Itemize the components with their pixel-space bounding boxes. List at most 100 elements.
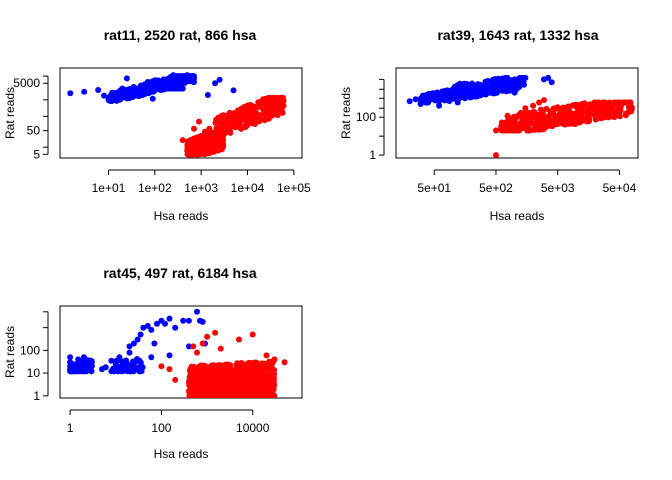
data-point bbox=[80, 361, 87, 368]
data-point bbox=[508, 120, 515, 127]
data-point bbox=[536, 99, 543, 106]
data-point bbox=[492, 86, 499, 93]
data-point bbox=[482, 78, 489, 85]
data-point bbox=[220, 386, 227, 393]
data-point bbox=[186, 388, 193, 395]
data-point bbox=[161, 84, 168, 91]
data-point bbox=[162, 320, 168, 327]
data-point bbox=[237, 387, 244, 394]
data-point bbox=[621, 99, 628, 106]
data-point bbox=[266, 358, 272, 365]
data-point bbox=[109, 96, 116, 103]
data-point bbox=[595, 113, 602, 120]
data-point bbox=[253, 381, 260, 388]
data-point bbox=[449, 95, 456, 102]
data-point bbox=[436, 98, 443, 105]
data-point bbox=[240, 113, 246, 120]
x-tick-label: 1e+05 bbox=[277, 181, 311, 195]
data-point bbox=[191, 146, 197, 153]
data-point bbox=[436, 102, 443, 109]
data-point bbox=[199, 318, 206, 325]
data-point bbox=[221, 368, 228, 375]
y-tick-label: 1 bbox=[33, 389, 40, 403]
data-point bbox=[244, 102, 251, 109]
data-point bbox=[220, 120, 227, 127]
data-point bbox=[493, 152, 499, 158]
data-point bbox=[130, 340, 137, 347]
data-point bbox=[487, 83, 493, 90]
data-point bbox=[204, 92, 211, 98]
data-point bbox=[528, 119, 535, 125]
data-point bbox=[180, 317, 187, 324]
series-rat bbox=[406, 74, 555, 109]
data-point bbox=[165, 76, 172, 83]
data-point bbox=[133, 88, 140, 95]
data-point bbox=[522, 74, 529, 81]
data-point bbox=[259, 366, 266, 373]
data-point bbox=[155, 78, 162, 85]
data-point bbox=[109, 89, 116, 96]
data-point bbox=[179, 137, 186, 144]
data-point bbox=[584, 115, 591, 122]
data-point bbox=[628, 104, 635, 111]
data-point bbox=[493, 127, 499, 134]
series-hsa bbox=[158, 329, 288, 398]
data-point bbox=[406, 98, 413, 105]
data-point bbox=[67, 90, 74, 97]
data-point bbox=[85, 366, 92, 373]
data-point bbox=[248, 391, 255, 397]
x-tick-label: 1 bbox=[67, 421, 74, 435]
y-tick-label: 100 bbox=[20, 343, 40, 357]
data-point bbox=[552, 121, 558, 128]
data-point bbox=[185, 343, 192, 350]
data-point bbox=[243, 366, 249, 373]
data-point bbox=[136, 358, 143, 365]
plot-frame bbox=[59, 305, 303, 399]
data-point bbox=[252, 103, 259, 110]
series-rat bbox=[67, 72, 237, 104]
data-point bbox=[170, 80, 177, 87]
data-point bbox=[196, 387, 202, 394]
data-point bbox=[505, 79, 512, 86]
data-point bbox=[263, 352, 270, 359]
data-point bbox=[546, 115, 552, 122]
chart-title: rat45, 497 rat, 6184 hsa bbox=[103, 265, 257, 281]
y-axis-label: Rat reads bbox=[3, 326, 17, 378]
data-point bbox=[271, 356, 278, 363]
data-point bbox=[214, 118, 220, 125]
data-point bbox=[510, 127, 517, 134]
data-point bbox=[206, 125, 213, 132]
data-point bbox=[244, 109, 251, 116]
points-layer bbox=[67, 308, 288, 398]
data-point bbox=[244, 373, 251, 380]
data-point bbox=[147, 80, 154, 87]
data-point bbox=[280, 97, 287, 104]
data-point bbox=[528, 110, 535, 117]
data-point bbox=[249, 120, 256, 127]
data-point bbox=[226, 372, 233, 379]
data-point bbox=[511, 89, 518, 96]
data-point bbox=[70, 368, 77, 375]
data-point bbox=[497, 82, 504, 89]
data-point bbox=[267, 386, 274, 393]
data-point bbox=[123, 75, 130, 82]
data-point bbox=[148, 354, 155, 361]
data-point bbox=[149, 95, 156, 102]
data-point bbox=[201, 128, 208, 135]
data-point bbox=[226, 366, 233, 372]
x-tick-label: 5e+04 bbox=[603, 181, 637, 195]
data-point bbox=[567, 114, 574, 121]
data-point bbox=[538, 107, 545, 114]
data-point bbox=[112, 361, 119, 368]
data-point bbox=[80, 354, 87, 361]
x-tick-label: 1e+04 bbox=[231, 181, 265, 195]
x-tick-label: 5e+01 bbox=[417, 181, 451, 195]
x-axis-label: Hsa reads bbox=[154, 209, 209, 223]
y-axis-label: Rat reads bbox=[339, 87, 353, 139]
data-point bbox=[158, 363, 165, 370]
data-point bbox=[219, 378, 226, 385]
data-point bbox=[216, 76, 223, 83]
data-point bbox=[195, 380, 202, 387]
data-point bbox=[235, 123, 242, 130]
data-point bbox=[522, 105, 529, 112]
